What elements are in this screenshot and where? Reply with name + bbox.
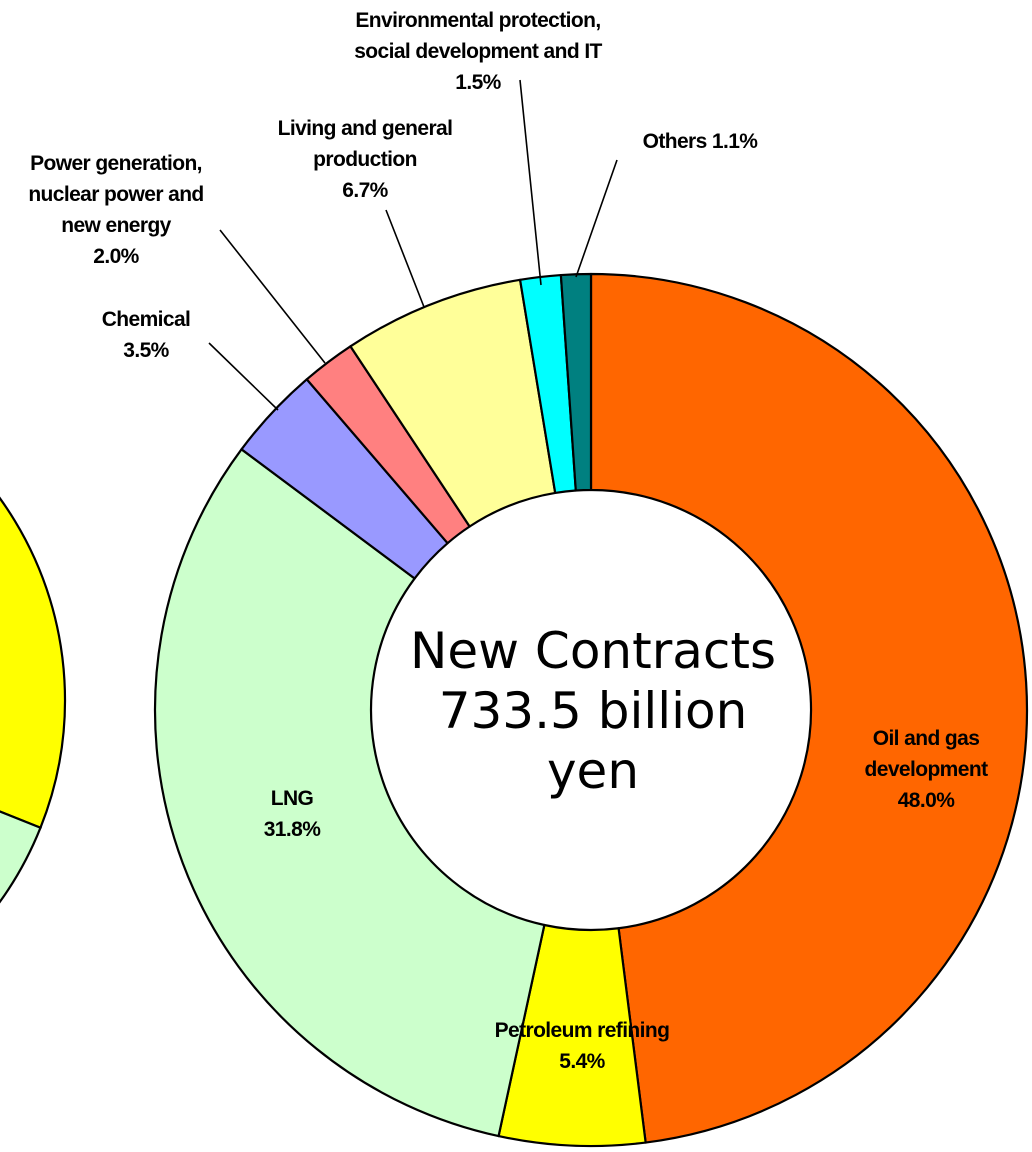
slice-label-line: 31.8% (264, 818, 321, 841)
slice-label-line: nuclear power and (28, 183, 203, 206)
slice-label-line: Living and general (278, 117, 453, 140)
slice-label-power-generation-nuclear-power-and-new-energy: Power generation, nuclear power and new en… (28, 152, 203, 268)
left-donut-slice-0 (0, 496, 67, 830)
leader-line-living-and-general-production (385, 209, 425, 308)
slice-label-line: 1.5% (455, 71, 501, 94)
slice-oil-and-gas-development (589, 272, 1029, 1144)
slice-label-line: Petroleum refining (495, 1019, 670, 1042)
slice-label-line: Chemical (102, 308, 191, 331)
slice-label-line: LNG (271, 787, 314, 810)
slice-label-line: development (865, 758, 989, 781)
leader-line-others (575, 159, 618, 278)
leader-line-chemical (208, 342, 279, 411)
slice-label-line: new energy (61, 214, 171, 237)
slice-label-lng: LNG 31.8% (264, 787, 321, 841)
center-label-line: 733.5 billion (439, 682, 748, 740)
slice-lng (153, 448, 546, 1138)
slice-others (559, 272, 593, 492)
slice-label-line: production (313, 148, 417, 171)
partial-left-donut (0, 496, 67, 904)
center-label-line: yen (547, 742, 639, 800)
slice-label-line: social development and IT (354, 40, 602, 63)
leader-lines (208, 79, 618, 411)
slice-label-living-and-general-production: Living and general production 6.7% (278, 117, 453, 202)
slice-label-line: 6.7% (342, 179, 388, 202)
donut-slices (153, 272, 1029, 1148)
slice-label-chemical: Chemical 3.5% (102, 308, 191, 362)
center-label-line: New Contracts (410, 622, 776, 680)
slice-label-line: 48.0% (898, 789, 955, 812)
slice-label-line: 3.5% (123, 339, 169, 362)
slice-label-others: Others 1.1% (643, 130, 759, 153)
slice-label-line: Power generation, (30, 152, 202, 175)
slice-label-line: Environmental protection, (355, 9, 600, 32)
slice-labels: Oil and gas development 48.0% Petroleum ref… (28, 9, 988, 1073)
slice-label-environmental-protection-social-development-and-it: Environmental protection, social developm… (354, 9, 602, 94)
slice-label-line: Others 1.1% (643, 130, 759, 153)
slice-label-oil-and-gas-development: Oil and gas development 48.0% (865, 727, 989, 812)
slice-label-line: 5.4% (559, 1050, 605, 1073)
slice-label-petroleum-refining: Petroleum refining 5.4% (495, 1019, 670, 1073)
slice-label-line: Oil and gas (873, 727, 980, 750)
left-donut-slice-1 (0, 810, 42, 904)
leader-line-power-generation-nuclear-power-and-new-energy (219, 229, 326, 364)
slice-label-line: 2.0% (93, 245, 139, 268)
leader-line-environmental-protection-social-development-and-it (519, 79, 542, 286)
